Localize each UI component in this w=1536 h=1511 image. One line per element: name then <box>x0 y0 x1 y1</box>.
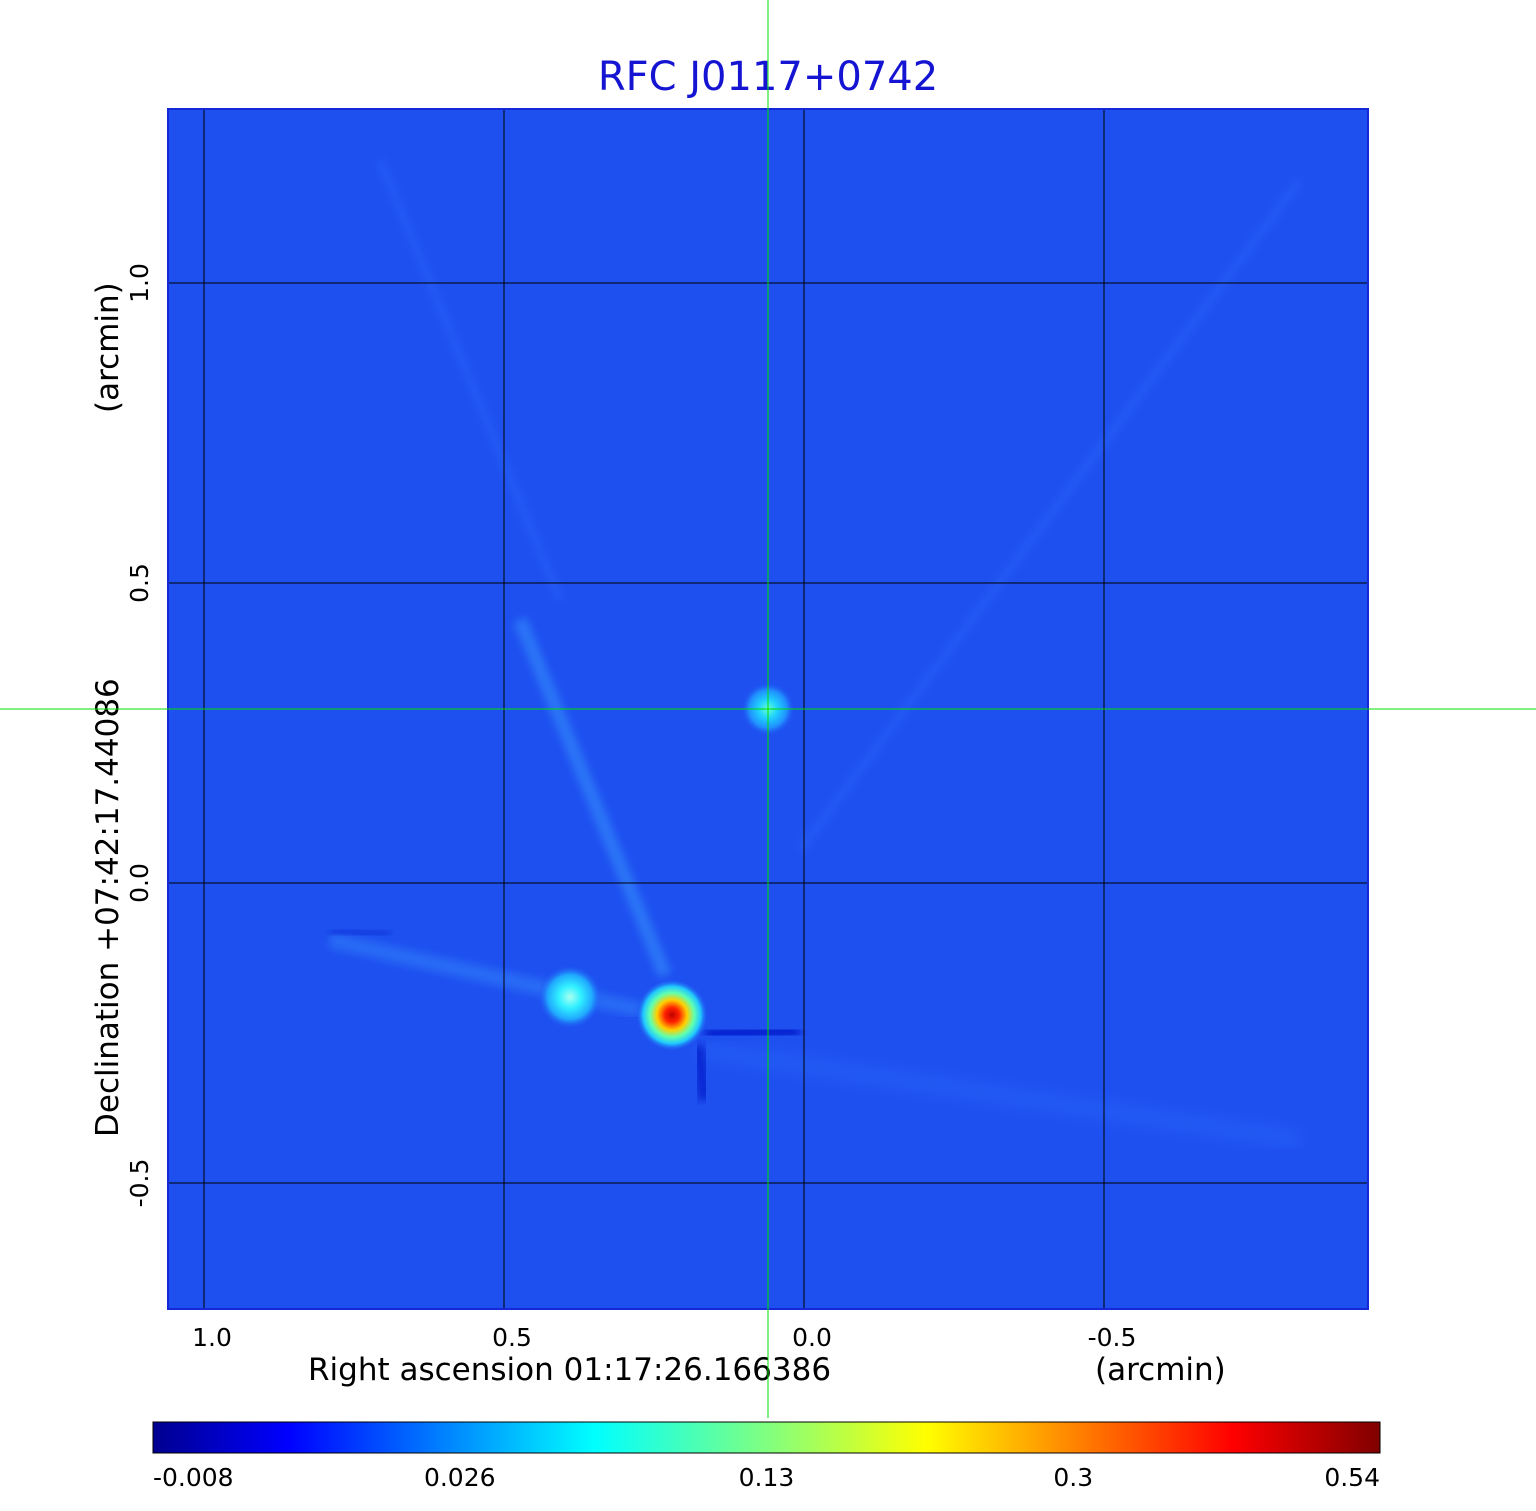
negative-streak <box>329 923 391 942</box>
y-tick-label: -0.5 <box>125 1159 154 1208</box>
x-tick-label: -0.5 <box>1088 1323 1137 1352</box>
sidelobe-streak <box>795 177 1305 853</box>
heatmap-artifacts <box>328 158 1305 1148</box>
x-tick-label: 0.5 <box>492 1323 532 1352</box>
colorbar: -0.008 0.026 0.13 0.3 0.54 <box>152 1421 1381 1492</box>
colorbar-tick-label: 0.026 <box>424 1463 496 1492</box>
sidelobe-streak <box>698 1042 1302 1148</box>
x-tick-labels: 1.0 0.5 0.0 -0.5 <box>192 1323 1136 1352</box>
sidelobe-streak <box>375 158 565 602</box>
x-axis-unit: (arcmin) <box>1095 1352 1226 1388</box>
y-tick-labels: 1.0 0.5 0.0 -0.5 <box>125 263 154 1207</box>
y-axis-unit: (arcmin) <box>90 282 126 413</box>
sidelobe-streak <box>513 617 672 978</box>
colorbar-tick-label: -0.008 <box>153 1463 234 1492</box>
negative-streak <box>691 1044 712 1101</box>
y-tick-label: 0.5 <box>125 563 154 603</box>
x-axis-label: Right ascension 01:17:26.166386 <box>308 1352 831 1388</box>
y-tick-label: 0.0 <box>125 863 154 903</box>
source-blob <box>538 965 602 1029</box>
colorbar-tick-label: 0.13 <box>739 1463 795 1492</box>
colorbar-tick-label: 0.54 <box>1324 1463 1380 1492</box>
negative-streak <box>704 1022 801 1043</box>
y-axis-label: Declination +07:42:17.44086 <box>90 678 126 1137</box>
x-tick-label: 0.0 <box>792 1323 832 1352</box>
colorbar-tick-label: 0.3 <box>1053 1463 1093 1492</box>
y-tick-label: 1.0 <box>125 263 154 303</box>
colorbar-tick-labels: -0.008 0.026 0.13 0.3 0.54 <box>153 1463 1380 1492</box>
source-blob <box>636 979 708 1051</box>
x-tick-label: 1.0 <box>192 1323 232 1352</box>
colorbar-gradient <box>152 1421 1381 1454</box>
